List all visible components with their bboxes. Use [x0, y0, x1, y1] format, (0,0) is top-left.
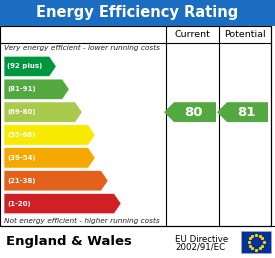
Text: F: F	[109, 174, 117, 187]
Text: B: B	[70, 83, 79, 96]
Bar	[0, 0, 275, 26]
Polygon shape	[4, 102, 82, 122]
Text: Very energy efficient - lower running costs: Very energy efficient - lower running co…	[4, 45, 160, 51]
Text: (55-68): (55-68)	[7, 132, 35, 138]
Polygon shape	[4, 79, 69, 100]
Text: D: D	[96, 128, 106, 141]
Text: Current: Current	[175, 30, 210, 39]
Text: Potential: Potential	[224, 30, 266, 39]
Text: Energy Efficiency Rating: Energy Efficiency Rating	[36, 5, 239, 20]
Text: (81-91): (81-91)	[7, 86, 36, 92]
Polygon shape	[4, 193, 121, 214]
Text: Not energy efficient - higher running costs: Not energy efficient - higher running co…	[4, 218, 160, 224]
Polygon shape	[217, 102, 268, 122]
Text: (92 plus): (92 plus)	[7, 63, 42, 69]
Bar	[0, 26, 271, 226]
Polygon shape	[4, 148, 95, 168]
Text: 81: 81	[237, 106, 255, 119]
Text: (1-20): (1-20)	[7, 200, 31, 207]
Text: (21-38): (21-38)	[7, 178, 35, 184]
Text: 2002/91/EC: 2002/91/EC	[175, 243, 225, 252]
Text: A: A	[57, 60, 67, 73]
Polygon shape	[4, 125, 95, 145]
Text: E: E	[96, 151, 104, 164]
Polygon shape	[4, 171, 108, 191]
Text: 80: 80	[184, 106, 203, 119]
Text: (39-54): (39-54)	[7, 155, 36, 161]
Polygon shape	[4, 56, 56, 77]
Text: C: C	[83, 106, 92, 119]
Text: EU Directive: EU Directive	[175, 236, 228, 245]
Polygon shape	[164, 102, 216, 122]
Text: (69-80): (69-80)	[7, 109, 35, 115]
Text: England & Wales: England & Wales	[6, 236, 132, 248]
Text: G: G	[122, 197, 132, 210]
Bar	[241, 231, 271, 253]
